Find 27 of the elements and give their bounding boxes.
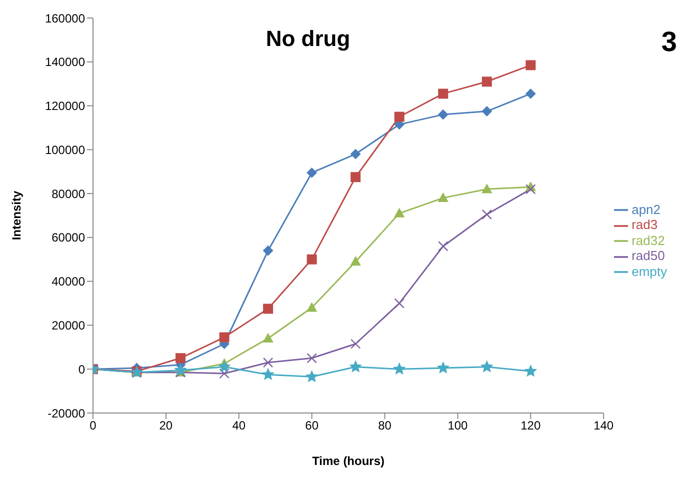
legend-label: empty [632,264,667,279]
y-tick-label: 60000 [52,230,86,245]
y-tick-label: -20000 [48,406,86,420]
x-tick-label: 80 [378,418,392,433]
x-tick-label: 60 [305,418,319,433]
legend-label: rad32 [632,232,665,248]
y-tick-label: 140000 [44,55,86,70]
x-tick-label: 40 [232,418,246,433]
x-tick-label: 140 [594,418,614,433]
legend-label: apn2 [632,202,661,217]
legend-label: rad50 [632,248,665,264]
x-tick-label: 20 [159,418,173,433]
y-tick-label: 160000 [44,11,86,26]
y-tick-label: 0 [78,362,86,376]
y-tick-label: 80000 [52,186,86,201]
chart-title: No drug [264,26,352,52]
x-tick-label: 120 [520,418,541,433]
y-tick-label: 40000 [52,274,86,289]
x-tick-label: 100 [448,418,468,433]
y-axis-title: Intensity [9,190,24,240]
y-tick-label: 120000 [44,99,86,114]
x-tick-label: 0 [90,418,97,433]
x-axis-title: Time (hours) [312,454,385,468]
text: 3 [661,26,677,58]
y-tick-label: 20000 [52,318,86,332]
y-tick-label: 100000 [44,142,86,157]
legend-label: rad3 [632,217,658,232]
